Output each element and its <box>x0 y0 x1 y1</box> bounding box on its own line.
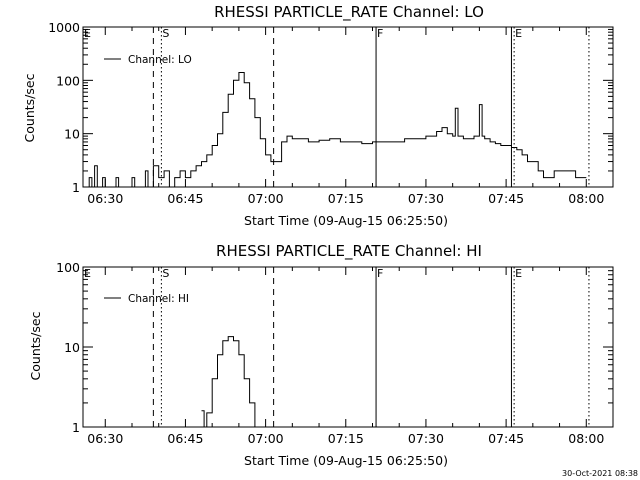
x-tick-label: 07:30 <box>408 431 444 446</box>
x-axis-label-lo: Start Time (09-Aug-15 06:25:50) <box>244 213 448 228</box>
y-tick-label: 10 <box>64 340 80 355</box>
x-tick-label: 08:00 <box>568 191 604 206</box>
plot-frame <box>82 266 614 428</box>
marker-label: F <box>377 267 383 280</box>
marker-label: S <box>162 267 169 280</box>
x-tick-label: 07:45 <box>488 431 524 446</box>
x-tick-label: 07:00 <box>248 431 284 446</box>
marker-label: E <box>515 267 522 280</box>
y-tick-label: 100 <box>56 73 80 88</box>
y-tick-label: 1 <box>72 420 80 435</box>
footer-date: 30-Oct-2021 08:38 <box>562 469 638 478</box>
x-tick-label: 06:45 <box>167 431 203 446</box>
x-tick-label: 07:00 <box>248 191 284 206</box>
series-line <box>83 72 587 188</box>
y-tick-label: 100 <box>56 260 80 275</box>
y-tick-label: 1000 <box>48 20 80 35</box>
marker-label: E <box>515 27 522 40</box>
y-tick-label: 10 <box>64 127 80 142</box>
x-tick-label: 08:00 <box>568 431 604 446</box>
plot-panel-lo: 06:30 06:45 07:00 07:15 07:30 07:45 08:00 1 10 10… <box>48 20 614 206</box>
y-axis-label-lo: Counts/sec <box>22 73 37 142</box>
marker-label: E <box>84 27 91 40</box>
x-tick-label: 06:30 <box>87 431 123 446</box>
legend-hi: Channel: HI <box>128 293 189 305</box>
x-tick-label: 07:15 <box>328 431 364 446</box>
chart-title-hi: RHESSI PARTICLE_RATE Channel: HI <box>216 242 482 261</box>
marker-label: F <box>377 27 383 40</box>
chart-title-lo: RHESSI PARTICLE_RATE Channel: LO <box>214 3 484 22</box>
x-tick-label: 06:30 <box>87 191 123 206</box>
marker-label: S <box>162 27 169 40</box>
x-tick-label: 07:45 <box>488 191 524 206</box>
x-axis-label-hi: Start Time (09-Aug-15 06:25:50) <box>244 453 448 468</box>
y-axis-label-hi: Counts/sec <box>28 311 43 380</box>
legend-lo: Channel: LO <box>128 54 192 66</box>
x-tick-label: 07:30 <box>408 191 444 206</box>
plot-frame <box>82 26 614 188</box>
series-line <box>201 336 256 428</box>
x-tick-label: 07:15 <box>328 191 364 206</box>
marker-label: E <box>84 267 91 280</box>
plot-panel-hi: 06:30 06:45 07:00 07:15 07:30 07:45 08:00 1 10 10… <box>56 260 614 446</box>
y-tick-label: 1 <box>72 180 80 195</box>
x-tick-label: 06:45 <box>167 191 203 206</box>
